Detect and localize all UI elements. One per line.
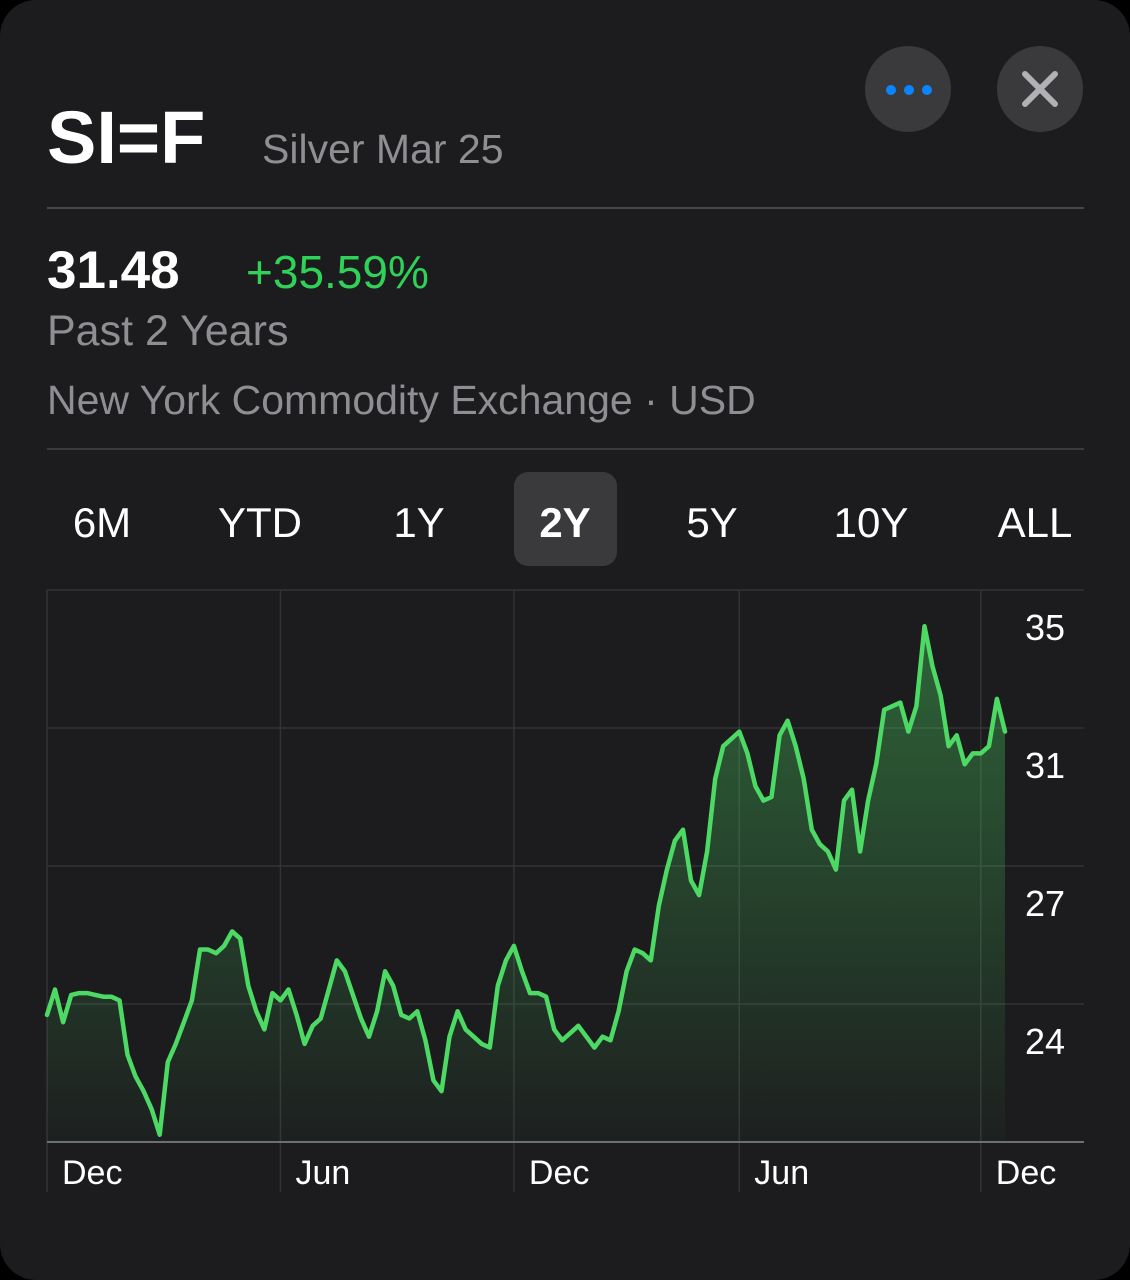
- x-tick-label: Jun: [754, 1154, 809, 1192]
- chart: 35 31 27 24 Dec Jun Dec Jun Dec: [44, 589, 1084, 1192]
- instrument-name: Silver Mar 25: [262, 126, 504, 172]
- range-selected-bg[interactable]: [514, 472, 617, 566]
- x-tick-label: Dec: [996, 1154, 1056, 1192]
- y-tick-label: 24: [1025, 1021, 1065, 1062]
- x-tick-label: Dec: [62, 1154, 122, 1192]
- close-button[interactable]: [997, 46, 1083, 132]
- change: +35.59%: [246, 246, 429, 298]
- period: Past 2 Years: [47, 307, 288, 355]
- close-icon: [1022, 71, 1058, 107]
- range-button[interactable]: YTD: [218, 499, 302, 546]
- y-tick-label: 27: [1025, 883, 1065, 924]
- range-button[interactable]: 1Y: [393, 499, 444, 546]
- y-tick-label: 35: [1025, 607, 1065, 648]
- y-tick-label: 31: [1025, 745, 1065, 786]
- range-button[interactable]: 6M: [73, 499, 131, 546]
- exchange: New York Commodity Exchange · USD: [47, 377, 756, 423]
- dot: [922, 85, 932, 95]
- range-button[interactable]: 10Y: [834, 499, 909, 546]
- dot: [886, 85, 896, 95]
- dot: [904, 85, 914, 95]
- range-button[interactable]: ALL: [998, 499, 1073, 546]
- x-tick-label: Jun: [295, 1154, 350, 1192]
- x-tick-label: Dec: [529, 1154, 589, 1192]
- symbol: SI=F: [47, 96, 205, 179]
- range-button[interactable]: 2Y: [539, 499, 590, 546]
- more-button[interactable]: [865, 46, 951, 132]
- range-selector: 6M YTD 1Y 2Y 5Y 10Y ALL: [73, 472, 1073, 566]
- price-line: [44, 624, 1008, 1137]
- price: 31.48: [47, 241, 180, 300]
- area: [47, 626, 1005, 1142]
- range-button[interactable]: 5Y: [686, 499, 737, 546]
